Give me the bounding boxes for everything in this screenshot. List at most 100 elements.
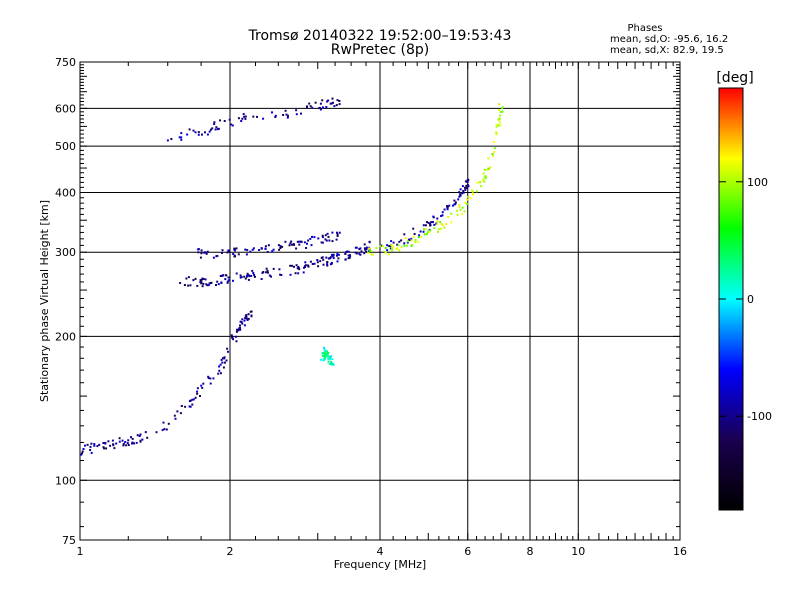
data-point (297, 272, 300, 275)
data-point (221, 361, 224, 364)
data-point (200, 279, 203, 282)
data-point (467, 185, 470, 188)
data-point (277, 244, 280, 247)
data-point (200, 249, 203, 252)
data-point (492, 154, 494, 157)
data-point (196, 390, 199, 393)
data-point (244, 277, 247, 280)
data-point (289, 242, 292, 245)
data-point (279, 247, 282, 249)
data-point (316, 261, 319, 264)
data-point (146, 436, 149, 439)
data-point (246, 274, 249, 277)
y-tick-label: 100 (55, 474, 76, 487)
data-point (196, 284, 199, 287)
data-point (244, 317, 247, 320)
data-point (464, 186, 466, 189)
data-point (297, 265, 300, 268)
data-point (458, 195, 461, 198)
y-tick-label: 600 (55, 102, 76, 115)
data-point (223, 361, 226, 364)
data-point (433, 223, 436, 226)
y-tick-label: 300 (55, 246, 76, 259)
data-point (325, 106, 328, 108)
data-point (462, 191, 465, 194)
data-point (126, 442, 129, 445)
data-point (319, 260, 322, 263)
x-tick-label: 16 (673, 545, 687, 558)
data-point (218, 365, 221, 368)
data-point (304, 261, 307, 264)
data-point (335, 104, 338, 107)
data-point (495, 123, 498, 126)
data-point (331, 358, 334, 361)
data-point (309, 237, 312, 240)
data-point (262, 117, 265, 120)
data-point (173, 414, 176, 417)
chart-title: Tromsø 20140322 19:52:00–19:53:43 (248, 28, 512, 44)
y-tick-label: 500 (55, 140, 76, 153)
data-point (321, 234, 324, 237)
data-point (407, 238, 410, 241)
data-point (419, 230, 422, 233)
data-point (403, 242, 406, 245)
data-point (355, 252, 358, 255)
data-point (225, 359, 228, 362)
data-point (131, 437, 134, 440)
data-point (204, 131, 206, 134)
data-point (266, 250, 269, 253)
data-point (406, 241, 409, 244)
data-point (367, 251, 370, 254)
data-point (323, 354, 326, 357)
data-point (330, 363, 333, 366)
data-point (274, 114, 277, 117)
data-point (237, 329, 240, 332)
data-point (388, 245, 391, 247)
data-point (471, 189, 474, 192)
data-point (89, 449, 92, 451)
data-point (344, 253, 347, 255)
data-point (170, 138, 173, 140)
data-point (86, 443, 89, 446)
data-point (307, 265, 310, 268)
data-point (417, 236, 420, 239)
data-point (328, 239, 331, 242)
data-point (241, 318, 244, 321)
data-point (231, 124, 234, 127)
data-point (370, 250, 373, 253)
data-point (448, 204, 451, 207)
data-point (321, 241, 324, 244)
data-point (220, 282, 223, 284)
data-point (336, 254, 338, 257)
y-tick-label: 400 (55, 186, 76, 199)
data-point (136, 434, 139, 437)
data-point (464, 180, 467, 183)
data-point (113, 447, 116, 450)
data-point (249, 310, 252, 313)
data-point (404, 237, 407, 240)
data-point (324, 234, 327, 237)
data-point (241, 322, 244, 325)
data-point (235, 330, 238, 333)
data-point (180, 132, 183, 135)
data-point (335, 238, 338, 241)
data-point (221, 274, 224, 277)
data-point (196, 392, 199, 395)
data-point (423, 233, 426, 236)
data-point (289, 273, 292, 276)
data-point (322, 106, 324, 109)
data-point (459, 208, 462, 211)
data-point (456, 209, 458, 212)
data-point (493, 150, 496, 153)
data-point (495, 131, 498, 134)
data-point (306, 105, 308, 108)
data-point (322, 263, 325, 266)
data-point (262, 271, 265, 273)
data-point (90, 451, 93, 454)
data-point (293, 243, 295, 246)
data-point (244, 248, 247, 251)
data-point (202, 282, 205, 285)
data-point (244, 117, 247, 120)
data-point (243, 319, 246, 322)
